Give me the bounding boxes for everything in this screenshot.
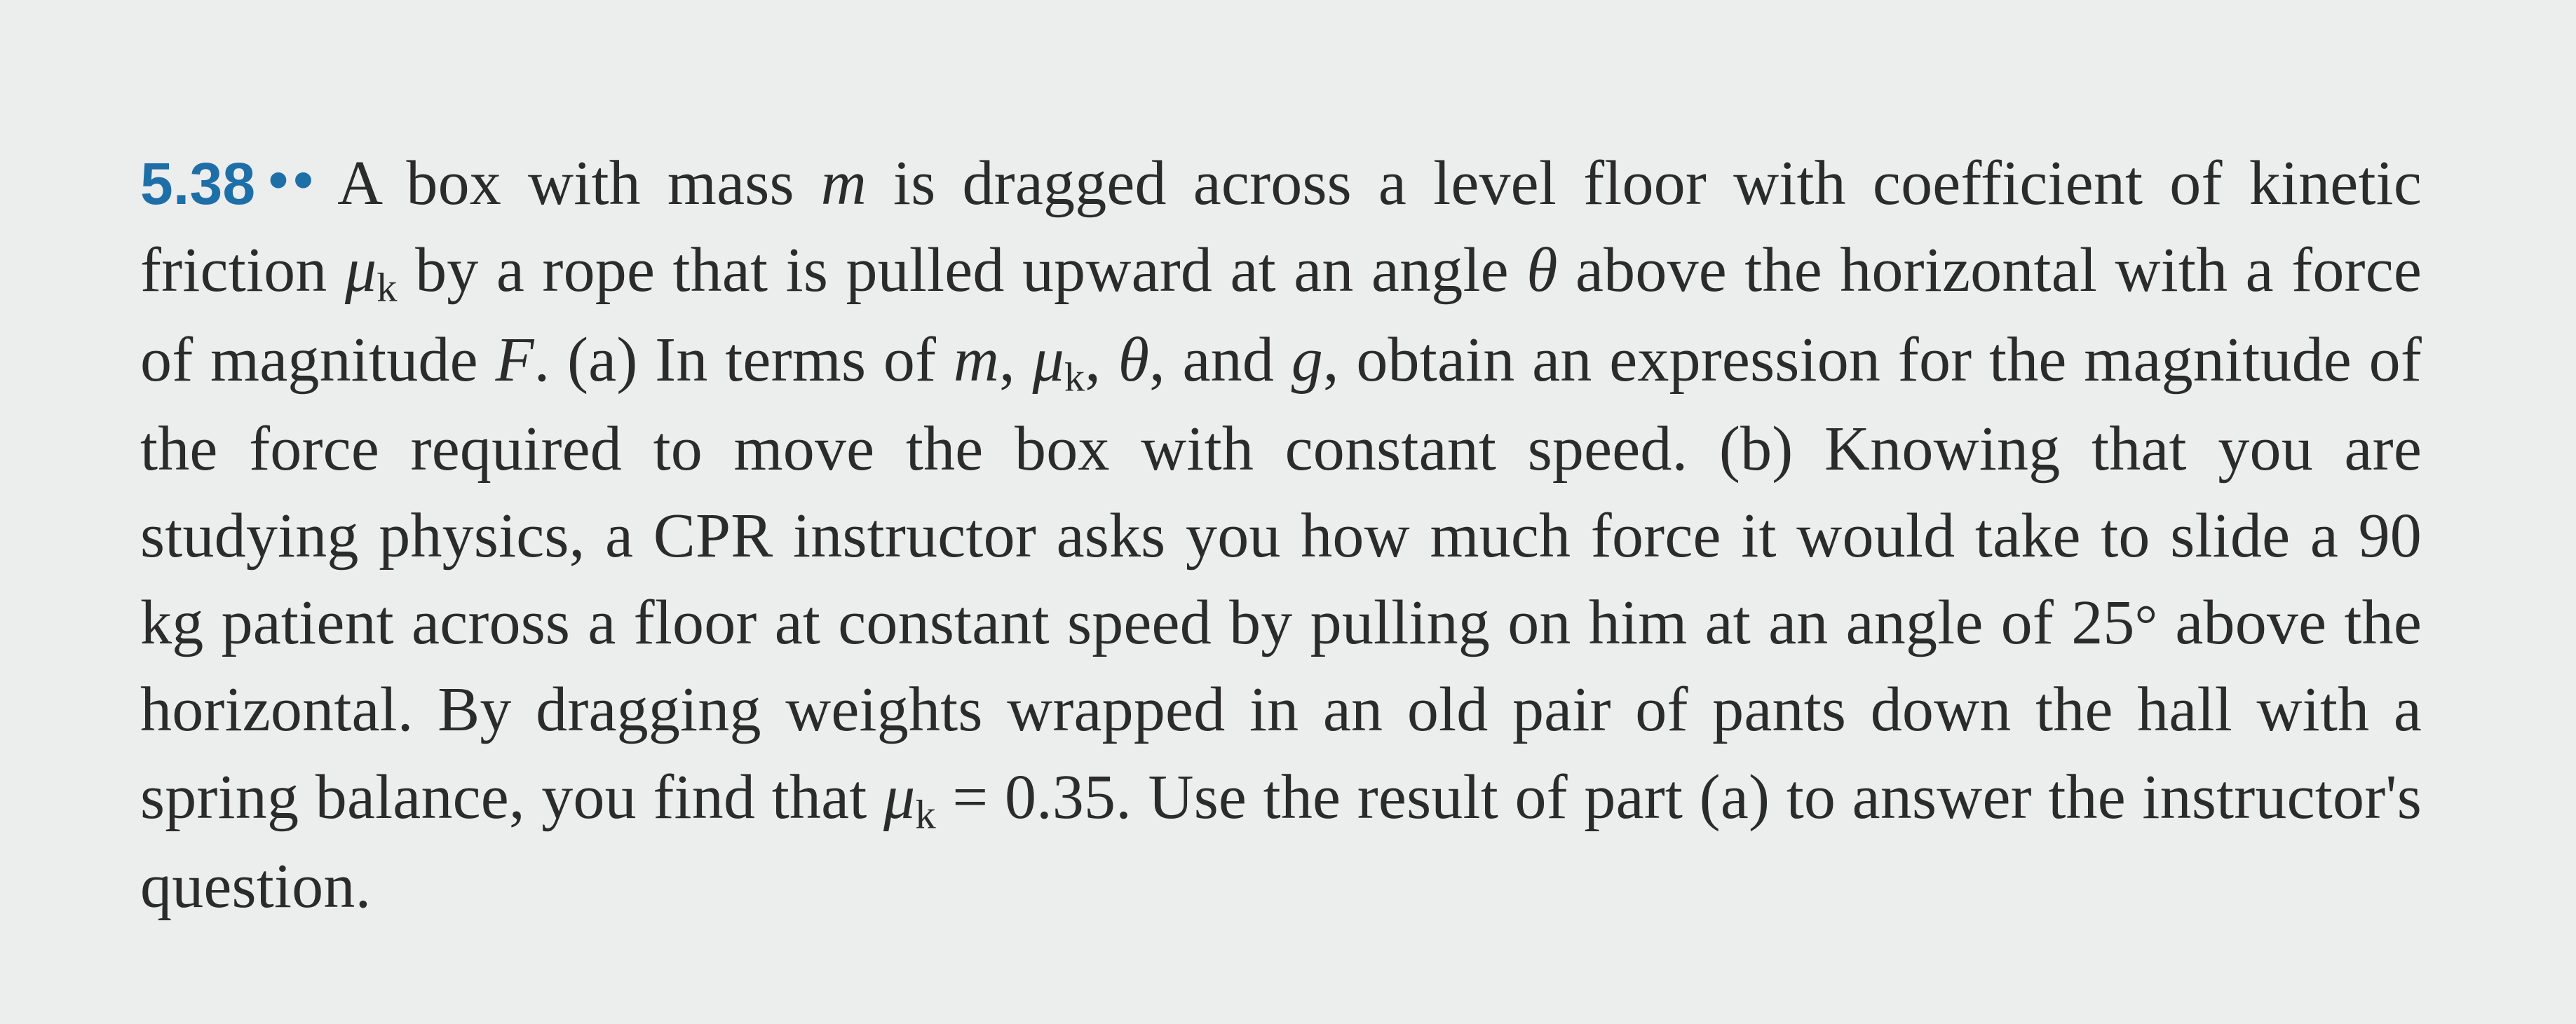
problem-paragraph: 5.38••A box with mass m is dragged acros… [140,140,2422,930]
var-g: g [1292,325,1323,395]
var-theta: θ [1118,325,1149,395]
subscript-k: k [1064,354,1085,400]
subscript-k: k [377,265,397,310]
var-F: F [495,325,534,395]
difficulty-dots-icon: •• [268,148,318,213]
mu-symbol: μ [883,763,915,832]
text-run: , [1085,325,1118,395]
text-run: . (a) In terms of [534,325,954,395]
page: 5.38••A box with mass m is dragged acros… [0,0,2576,1024]
subscript-k: k [915,791,935,837]
problem-number: 5.38 [140,151,255,217]
var-m: m [821,149,867,218]
var-mu-k: μk [345,235,398,305]
mu-symbol: μ [1033,325,1064,395]
var-theta: θ [1526,235,1557,305]
text-run: by a rope that is pulled upward at an an… [398,235,1526,305]
text-run: , [999,325,1032,395]
var-m: m [954,325,999,395]
text-run: , and [1149,325,1292,395]
var-mu-k: μk [1033,325,1085,395]
var-mu-k: μk [883,763,936,832]
mu-symbol: μ [345,235,377,305]
text-run: A box with mass [337,149,821,218]
degree-symbol: ° [2135,593,2158,656]
